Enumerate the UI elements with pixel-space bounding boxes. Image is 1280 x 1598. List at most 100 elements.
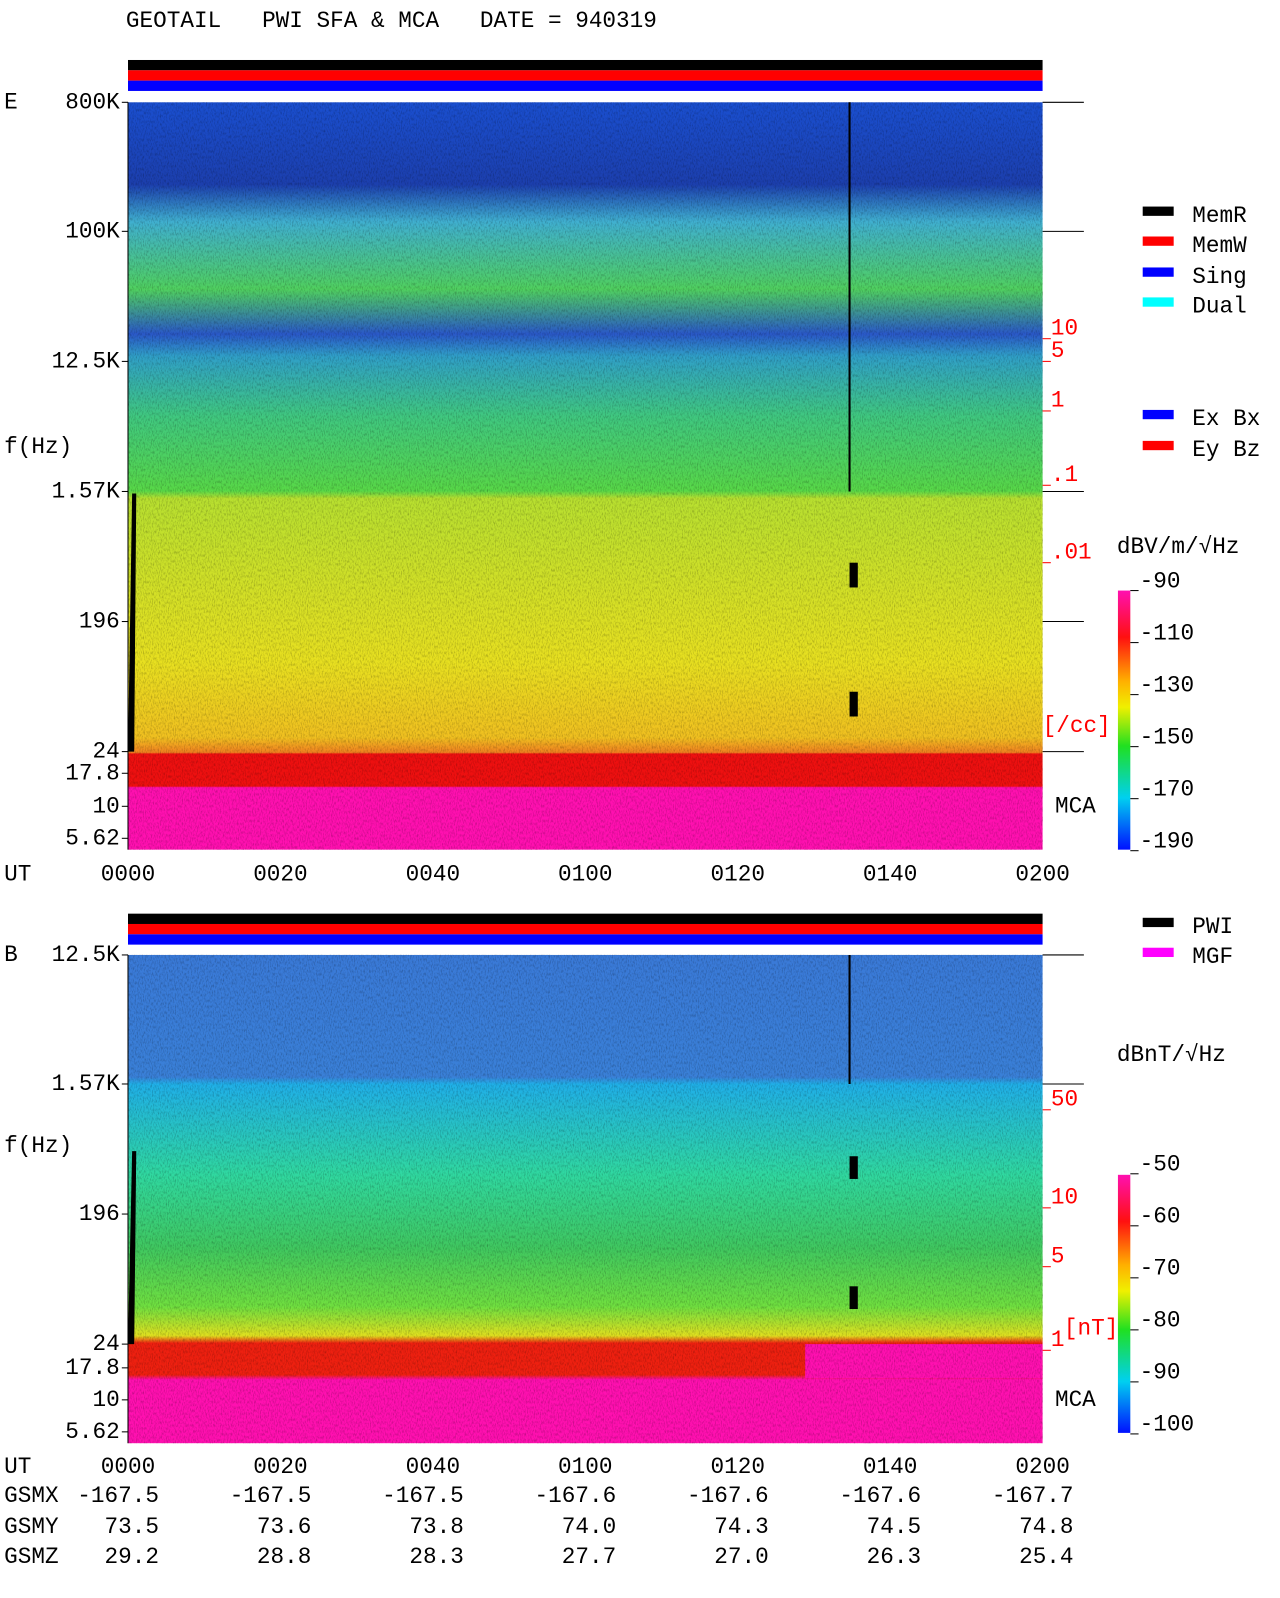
y-tick-label: 5.62 [65, 1419, 119, 1445]
density-unit: [/cc] [1043, 713, 1111, 739]
legend-label: MGF [1192, 944, 1233, 970]
y-tick-label: 24 [93, 739, 120, 765]
legend-swatch [1142, 297, 1174, 307]
x-tick-label: 0120 [710, 861, 764, 887]
legend-swatch [1142, 236, 1174, 246]
x-tick-label: 0000 [101, 861, 155, 887]
orbit-value: 74.8 [1019, 1514, 1073, 1540]
colorbar [1117, 590, 1131, 850]
density-label: 10 [1051, 315, 1078, 341]
density-label: .1 [1051, 462, 1078, 488]
colorbar-tick-label: -60 [1140, 1204, 1181, 1230]
y-tick-label: 17.8 [65, 1355, 119, 1381]
marker [849, 691, 858, 717]
x-tick-label: 0140 [863, 1454, 917, 1480]
orbit-value: -167.6 [535, 1483, 617, 1509]
legend-swatch [1142, 947, 1174, 958]
x-tick-label: 0000 [101, 1454, 155, 1480]
title: GEOTAIL PWI SFA & MCA DATE = 940319 [126, 8, 657, 34]
colorbar-tick-label: -70 [1140, 1256, 1181, 1282]
y-tick-label: 196 [79, 609, 120, 635]
marker [128, 1151, 137, 1345]
orbit-value: 73.6 [257, 1514, 311, 1540]
colorbar-tick-label: -170 [1140, 776, 1194, 802]
legend-label: MemW [1192, 233, 1247, 259]
panel-label: E [4, 89, 18, 115]
colorbar-unit: dBnT/√Hz [1117, 1042, 1226, 1068]
density-label: 1 [1051, 388, 1065, 414]
x-tick-label: 0040 [406, 861, 460, 887]
y-tick-label: 5.62 [65, 825, 119, 851]
legend-swatch [1142, 409, 1174, 420]
panel-label: B [4, 942, 18, 968]
orbit-value: 74.5 [867, 1514, 921, 1540]
marker [849, 1156, 858, 1179]
marker [128, 493, 137, 752]
x-axis-label: UT [4, 1454, 31, 1480]
legend-swatch [1142, 917, 1174, 928]
y-tick-label: 17.8 [65, 760, 119, 786]
colorbar-tick-label: -100 [1140, 1412, 1194, 1438]
colorbar-tick-label: -90 [1140, 568, 1181, 594]
orbit-label: GSMY [4, 1514, 59, 1540]
density-label: .01 [1051, 539, 1092, 565]
orbit-value: 25.4 [1019, 1544, 1073, 1570]
x-tick-label: 0200 [1015, 1454, 1069, 1480]
density-label: 50 [1051, 1086, 1078, 1112]
legend-label: PWI [1192, 914, 1233, 940]
y-tick-label: 12.5K [52, 942, 120, 968]
status-bar [128, 80, 1043, 91]
colorbar-tick-label: -50 [1140, 1152, 1181, 1178]
orbit-value: -167.6 [839, 1483, 921, 1509]
legend-label: Sing [1192, 264, 1246, 290]
x-tick-label: 0020 [253, 1454, 307, 1480]
legend-label: Dual [1192, 294, 1246, 320]
orbit-value: 74.0 [562, 1514, 616, 1540]
density-label: 1 [1051, 1327, 1065, 1353]
density-unit: [nT] [1064, 1316, 1118, 1342]
status-bar [128, 913, 1043, 924]
orbit-value: 74.3 [714, 1514, 768, 1540]
colorbar-tick-label: -150 [1140, 724, 1194, 750]
colorbar-tick-label: -130 [1140, 672, 1194, 698]
legend-swatch [1142, 206, 1174, 216]
orbit-value: 28.3 [409, 1544, 463, 1570]
orbit-value: 28.8 [257, 1544, 311, 1570]
mca-label: MCA [1055, 1387, 1096, 1413]
orbit-value: 73.8 [409, 1514, 463, 1540]
y-tick-label: 10 [93, 793, 120, 819]
orbit-value: -167.7 [992, 1483, 1074, 1509]
status-bar [128, 70, 1043, 81]
density-label: 5 [1051, 338, 1065, 364]
status-bar [128, 59, 1043, 71]
spectrogram-texture [128, 954, 1043, 1444]
legend-label: Ex Bx [1192, 406, 1260, 432]
density-label: 5 [1051, 1243, 1065, 1269]
y-axis-label: f(Hz) [4, 434, 72, 460]
colorbar-tick-label: -110 [1140, 620, 1194, 646]
legend-swatch [1142, 440, 1174, 451]
x-tick-label: 0140 [863, 861, 917, 887]
x-tick-label: 0040 [406, 1454, 460, 1480]
marker [849, 1286, 858, 1310]
orbit-value: 73.5 [104, 1514, 158, 1540]
y-tick-label: 1.57K [52, 1071, 120, 1097]
x-tick-label: 0120 [710, 1454, 764, 1480]
legend-swatch [1142, 267, 1174, 277]
colorbar-tick-label: -90 [1140, 1360, 1181, 1386]
orbit-label: GSMZ [4, 1544, 58, 1570]
spectrogram-texture [128, 102, 1043, 850]
orbit-value: -167.5 [77, 1483, 159, 1509]
orbit-value: 29.2 [104, 1544, 158, 1570]
legend-label: Ey Bz [1192, 437, 1260, 463]
orbit-value: 26.3 [867, 1544, 921, 1570]
status-bar [128, 923, 1043, 935]
x-tick-label: 0100 [558, 1454, 612, 1480]
y-tick-label: 800K [65, 89, 120, 115]
x-tick-label: 0020 [253, 861, 307, 887]
orbit-value: -167.5 [230, 1483, 312, 1509]
y-tick-label: 100K [65, 218, 120, 244]
colorbar-tick-label: -80 [1140, 1308, 1181, 1334]
legend-label: MemR [1192, 203, 1247, 229]
